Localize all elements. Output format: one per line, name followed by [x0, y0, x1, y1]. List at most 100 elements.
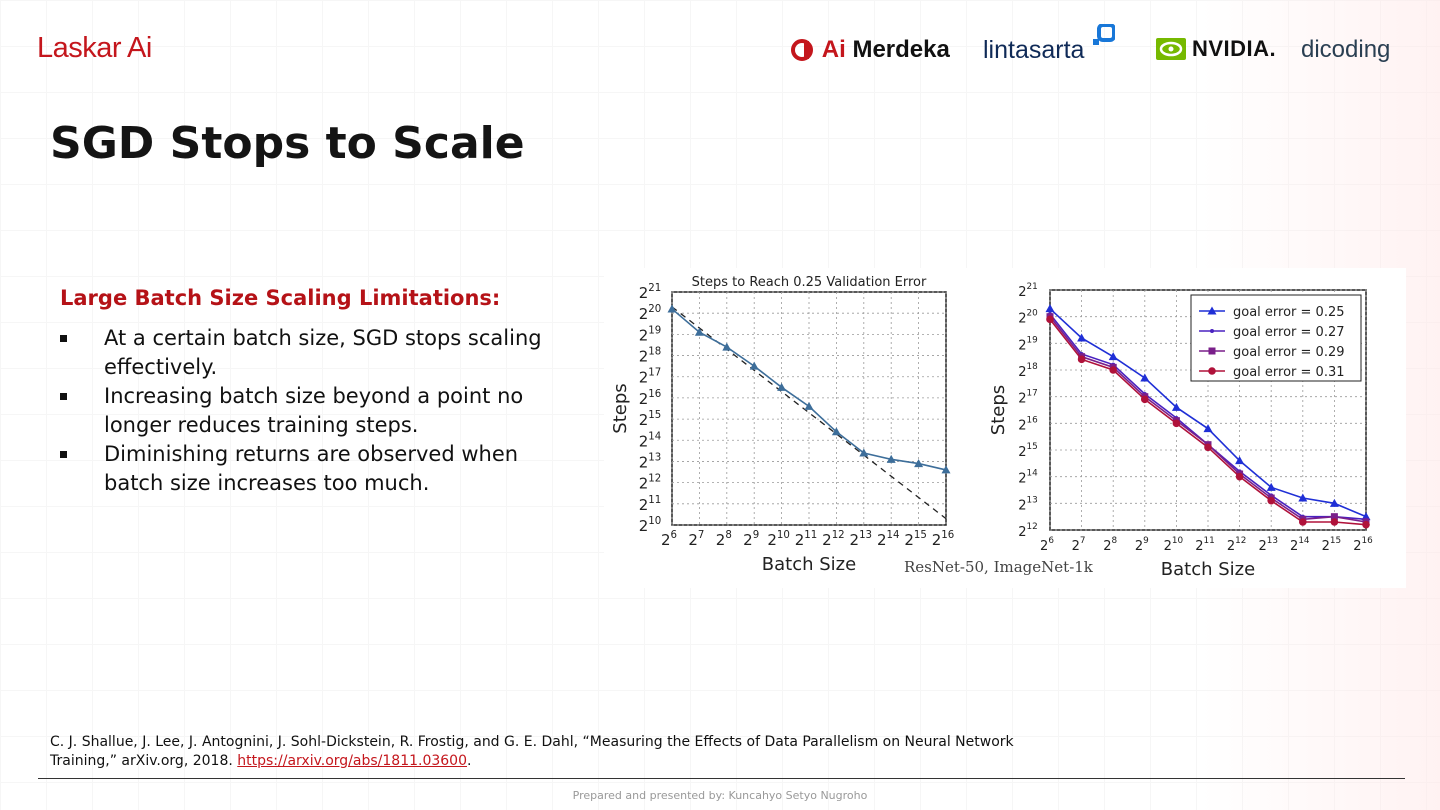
- square-marker: [1208, 347, 1216, 355]
- y-tick-label: 216: [1018, 415, 1038, 433]
- x-tick-label: 215: [904, 530, 927, 549]
- y-axis-label: Steps: [610, 383, 631, 433]
- y-tick-label: 220: [1018, 309, 1038, 327]
- triangle-marker: [1266, 482, 1276, 491]
- x-tick-label: 26: [661, 530, 677, 549]
- circle-marker: [1267, 496, 1275, 505]
- y-tick-label: 212: [1018, 522, 1038, 540]
- triangle-marker: [777, 382, 787, 391]
- x-tick-label: 212: [822, 530, 845, 549]
- circle-marker: [1172, 419, 1181, 428]
- y-tick-label: 213: [1018, 495, 1038, 513]
- y-tick-label: 221: [639, 283, 662, 302]
- circle-marker: [1235, 472, 1244, 481]
- triangle-marker: [1045, 304, 1055, 313]
- x-tick-label: 211: [795, 530, 818, 549]
- bullet-item: At a certain batch size, SGD stops scali…: [60, 324, 570, 382]
- y-tick-label: 217: [1018, 389, 1038, 407]
- citation-end: .: [467, 753, 472, 769]
- footer-divider: [38, 778, 1405, 779]
- x-axis-label: Batch Size: [1161, 559, 1255, 580]
- triangle-marker: [1140, 373, 1150, 382]
- merdeka-word-text: Merdeka: [852, 36, 950, 63]
- triangle-marker: [859, 448, 869, 457]
- chart-legend: goal error = 0.25 goal error = 0.27 goal e…: [1190, 294, 1362, 382]
- dicoding-text: dicoding: [1301, 36, 1391, 63]
- x-tick-label: 28: [716, 530, 732, 549]
- x-tick-label: 216: [932, 530, 955, 549]
- y-tick-label: 212: [639, 474, 662, 493]
- figure-caption: ResNet-50, ImageNet-1k: [904, 558, 1093, 576]
- x-tick-label: 211: [1195, 536, 1215, 554]
- circle-marker: [1046, 315, 1054, 324]
- lintasarta-mark-icon: [1093, 24, 1116, 45]
- x-tick-label: 215: [1322, 536, 1342, 554]
- partner-logos: Ai Merdeka lintasarta NVIDIA. dicoding: [790, 22, 1410, 72]
- circle-marker: [1362, 520, 1370, 529]
- x-tick-label: 213: [850, 530, 873, 549]
- y-tick-label: 220: [639, 304, 662, 323]
- legend-label: goal error = 0.27: [1233, 325, 1345, 340]
- triangle-marker: [1329, 498, 1339, 507]
- y-tick-label: 217: [639, 368, 662, 387]
- triangle-marker: [749, 361, 759, 370]
- nvidia-eye-icon: [1156, 38, 1186, 60]
- y-tick-label: 219: [639, 325, 662, 344]
- x-axis-label: Batch Size: [762, 554, 856, 575]
- x-tick-label: 214: [877, 530, 900, 549]
- y-tick-label: 218: [639, 347, 662, 366]
- circle-marker: [1208, 367, 1216, 375]
- x-tick-label: 214: [1290, 536, 1310, 554]
- triangle-marker: [1361, 512, 1371, 521]
- y-tick-label: 219: [1018, 335, 1038, 353]
- nvidia-text: NVIDIA.: [1192, 36, 1277, 61]
- triangle-marker: [1171, 402, 1181, 411]
- x-tick-label: 212: [1227, 536, 1247, 554]
- y-tick-label: 214: [639, 431, 662, 450]
- triangle-marker: [667, 304, 677, 313]
- footer-credit: Prepared and presented by: Kuncahyo Sety…: [572, 789, 868, 802]
- y-tick-label: 210: [639, 516, 662, 535]
- triangle-marker: [1077, 333, 1087, 342]
- x-tick-label: 28: [1103, 536, 1117, 554]
- x-tick-label: 29: [743, 530, 759, 549]
- citation-text: C. J. Shallue, J. Lee, J. Antognini, J. …: [50, 734, 1014, 769]
- y-tick-label: 221: [1018, 282, 1038, 300]
- x-tick-label: 27: [1072, 536, 1086, 554]
- bullet-text: At a certain batch size, SGD stops scali…: [104, 326, 542, 379]
- bullet-item: Diminishing returns are observed when ba…: [60, 440, 570, 498]
- circle-marker: [1330, 518, 1339, 526]
- citation-link[interactable]: https://arxiv.org/abs/1811.03600: [237, 753, 468, 769]
- x-tick-label: 26: [1040, 536, 1054, 554]
- square-bullet-icon: [60, 451, 67, 458]
- y-tick-label: 214: [1018, 469, 1038, 487]
- merdeka-mark-icon: [791, 39, 813, 61]
- circle-marker: [1204, 443, 1212, 452]
- triangle-marker: [914, 459, 924, 468]
- x-tick-label: 210: [1164, 536, 1184, 554]
- x-tick-label: 216: [1353, 536, 1373, 554]
- triangle-marker: [886, 454, 896, 463]
- lintasarta-logo: lintasarta: [983, 24, 1116, 65]
- circle-marker: [1077, 355, 1086, 364]
- charts-svg: 26 27 28 29 210 211 212 213 214 215 21621021121221…: [610, 275, 1373, 580]
- circle-marker: [1299, 518, 1307, 526]
- y-tick-label: 215: [639, 410, 662, 429]
- section-subheading: Large Batch Size Scaling Limitations:: [60, 286, 501, 310]
- slide-title: SGD Stops to Scale: [50, 118, 525, 169]
- square-bullet-icon: [60, 335, 67, 342]
- circle-marker: [1109, 366, 1117, 374]
- triangle-marker: [941, 465, 951, 474]
- y-tick-label: 213: [639, 452, 662, 471]
- y-tick-label: 211: [639, 495, 662, 514]
- legend-box: [1190, 294, 1362, 382]
- merdeka-logo: Ai Merdeka: [790, 36, 950, 64]
- triangle-marker: [1108, 352, 1118, 361]
- bullet-text: Diminishing returns are observed when ba…: [104, 442, 519, 495]
- dot-marker: [1210, 329, 1214, 333]
- triangle-marker: [722, 342, 732, 351]
- x-tick-label: 29: [1135, 536, 1149, 554]
- bullet-list: At a certain batch size, SGD stops scali…: [60, 324, 570, 498]
- legend-label: goal error = 0.31: [1233, 365, 1345, 380]
- triangle-marker: [831, 427, 841, 436]
